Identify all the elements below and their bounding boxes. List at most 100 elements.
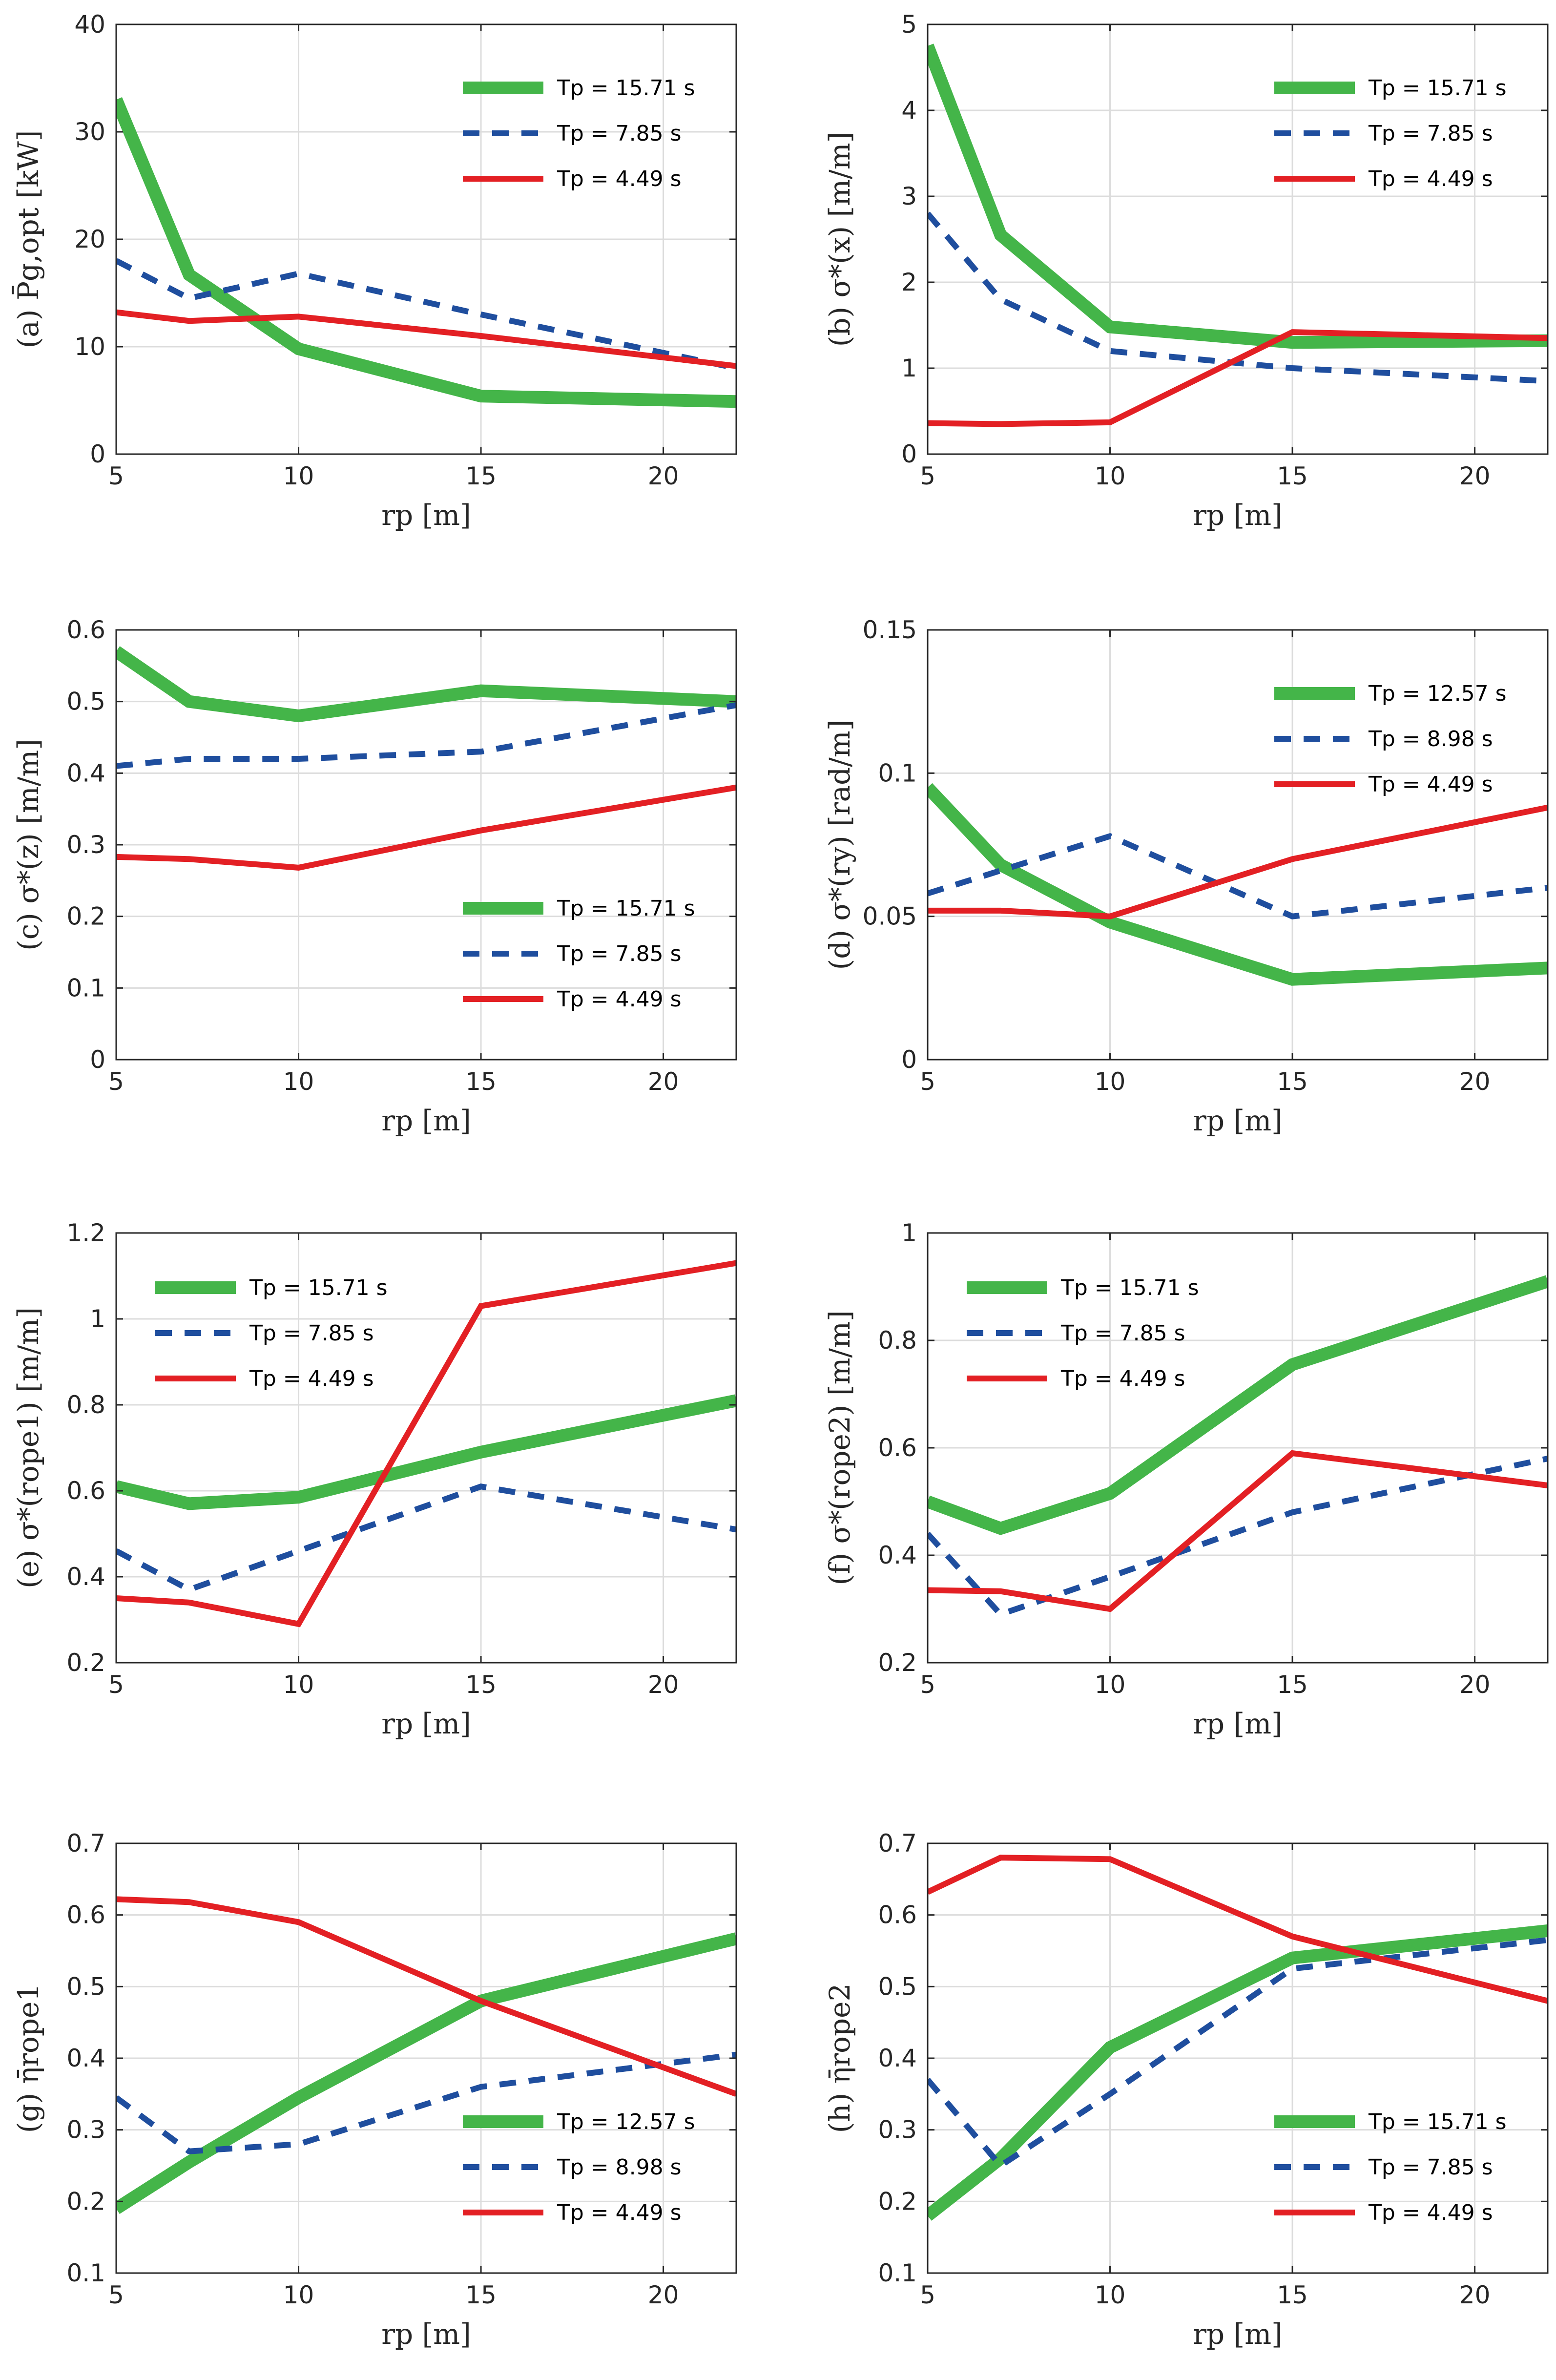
x-tick-label: 20 <box>648 1670 679 1699</box>
y-tick-label: 2 <box>901 268 917 296</box>
y-axis-label: (b) σ*(x) [m/m] <box>823 132 856 347</box>
series-line-tp-15-71 <box>116 1394 736 1510</box>
y-tick-label: 0.6 <box>878 1901 917 1929</box>
y-tick-label: 0.7 <box>66 1829 105 1858</box>
x-tick-label: 10 <box>1095 1670 1126 1699</box>
legend-entry: Tp = 7.85 s <box>1368 2155 1493 2180</box>
y-tick-label: 0.6 <box>66 1901 105 1929</box>
series-line-tp-15-71 <box>928 1275 1548 1535</box>
y-tick-label: 0.6 <box>66 616 105 644</box>
legend-entry: Tp = 4.49 s <box>1060 1366 1185 1391</box>
x-tick-label: 20 <box>1459 462 1491 490</box>
panel-g: 5 10 15 20 0.1 0.2 0.3 0.4 0.5 0.6 0.7 rp [m] (g) η̄… <box>12 1829 737 2351</box>
legend: Tp = 12.57 s Tp = 8.98 s Tp = 4.49 s <box>1274 681 1507 797</box>
y-tick-label: 0.5 <box>66 1972 105 2001</box>
y-tick-label: 1 <box>90 1305 105 1333</box>
series-line-tp-4-49 <box>116 1260 736 1628</box>
series-line-tp-15-71 <box>116 646 736 723</box>
series-line-tp-15-71 <box>928 43 1548 349</box>
x-axis-label: rp [m] <box>381 1707 471 1740</box>
y-tick-label: 40 <box>74 10 105 39</box>
series-line-tp-8-98 <box>928 833 1548 919</box>
series-group <box>116 1260 736 1628</box>
legend: Tp = 15.71 s Tp = 7.85 s Tp = 4.49 s <box>463 896 695 1012</box>
legend: Tp = 15.71 s Tp = 7.85 s Tp = 4.49 s <box>1274 76 1507 191</box>
y-tick-label: 0.6 <box>878 1434 917 1462</box>
series-line-tp-4-49 <box>928 1855 1548 2004</box>
y-tick-label: 0 <box>90 440 105 468</box>
legend-entry: Tp = 4.49 s <box>1368 167 1493 191</box>
legend-entry: Tp = 4.49 s <box>249 1366 374 1391</box>
y-tick-label: 0.1 <box>878 2259 917 2287</box>
y-axis-label: (e) σ*(rope1) [m/m] <box>12 1307 45 1588</box>
y-tick-label: 0.4 <box>66 2044 105 2072</box>
legend: Tp = 15.71 s Tp = 7.85 s Tp = 4.49 s <box>463 76 695 191</box>
y-tick-label: 1.2 <box>66 1219 105 1247</box>
x-tick-label: 5 <box>920 1067 935 1096</box>
series-line-tp-7-85 <box>116 1483 736 1593</box>
y-tick-label: 0.8 <box>878 1326 917 1355</box>
y-axis-label: (d) σ*(ry) [rad/m] <box>823 720 856 970</box>
x-tick-label: 10 <box>283 2281 314 2309</box>
panel-c: 5 10 15 20 0 0.1 0.2 0.3 0.4 0.5 0.6 rp [m] (c) σ*(z… <box>12 616 737 1137</box>
legend-entry: Tp = 4.49 s <box>1368 2200 1493 2225</box>
panel-d: 5 10 15 20 0 0.05 0.1 0.15 rp [m] (d) σ*(ry) [rad… <box>823 616 1549 1137</box>
series-group <box>928 1855 1548 2221</box>
x-axis-label: rp [m] <box>1193 2317 1283 2351</box>
series-line-tp-4-49 <box>116 784 736 871</box>
y-tick-label: 0.5 <box>878 1972 917 2001</box>
legend-entry: Tp = 7.85 s <box>1060 1321 1185 1346</box>
x-tick-label: 5 <box>920 1670 935 1699</box>
series-group <box>928 1275 1548 1618</box>
series-group <box>928 43 1548 427</box>
panel-e: 5 10 15 20 0.2 0.4 0.6 0.8 1 1.2 rp [m] (e) σ*(rope… <box>12 1219 737 1740</box>
legend: Tp = 15.71 s Tp = 7.85 s Tp = 4.49 s <box>967 1275 1199 1391</box>
y-tick-label: 4 <box>901 96 917 125</box>
x-axis-label: rp [m] <box>381 2317 471 2351</box>
y-tick-label: 0.4 <box>878 2044 917 2072</box>
legend-entry: Tp = 4.49 s <box>557 2200 682 2225</box>
x-axis-label: rp [m] <box>1193 499 1283 532</box>
series-line-tp-4-49 <box>116 309 736 369</box>
y-axis-label: (c) σ*(z) [m/m] <box>12 739 45 951</box>
y-tick-label: 3 <box>901 182 917 210</box>
panel-f: 5 10 15 20 0.2 0.4 0.6 0.8 1 rp [m] (f) σ*(rope2) … <box>823 1219 1549 1740</box>
legend: Tp = 15.71 s Tp = 7.85 s Tp = 4.49 s <box>155 1275 388 1391</box>
y-tick-label: 0.8 <box>66 1391 105 1419</box>
legend-entry: Tp = 7.85 s <box>249 1321 374 1346</box>
axes-box <box>115 1232 737 1664</box>
x-tick-label: 15 <box>465 462 497 490</box>
legend-entry: Tp = 15.71 s <box>557 76 695 101</box>
legend-entry: Tp = 15.71 s <box>249 1275 388 1300</box>
x-tick-label: 10 <box>283 1067 314 1096</box>
y-tick-label: 0 <box>90 1045 105 1074</box>
legend-entry: Tp = 4.49 s <box>557 987 682 1012</box>
legend: Tp = 15.71 s Tp = 7.85 s Tp = 4.49 s <box>1274 2109 1507 2225</box>
y-tick-label: 0.2 <box>878 2187 917 2215</box>
y-tick-label: 0.2 <box>878 1649 917 1677</box>
x-axis-label: rp [m] <box>381 499 471 532</box>
x-tick-label: 20 <box>1459 1067 1491 1096</box>
x-tick-label: 5 <box>108 1067 124 1096</box>
legend-entry: Tp = 12.57 s <box>1368 681 1507 706</box>
series-line-tp-4-49 <box>928 329 1548 427</box>
x-tick-label: 15 <box>1277 1067 1308 1096</box>
x-tick-label: 5 <box>920 462 935 490</box>
legend: Tp = 12.57 s Tp = 8.98 s Tp = 4.49 s <box>463 2109 695 2225</box>
x-tick-label: 10 <box>1095 1067 1126 1096</box>
series-group <box>928 783 1548 986</box>
series-line-tp-7-85 <box>928 211 1548 384</box>
series-line-tp-7-85 <box>928 1456 1548 1618</box>
plot-area <box>928 630 1548 1060</box>
y-tick-label: 5 <box>901 10 917 39</box>
y-tick-label: 0.2 <box>66 902 105 931</box>
series-line-tp-15-71 <box>928 1924 1548 2221</box>
x-tick-label: 10 <box>1095 462 1126 490</box>
series-line-tp-4-49 <box>116 1896 736 2097</box>
x-tick-label: 20 <box>648 462 679 490</box>
legend-entry: Tp = 15.71 s <box>1368 2109 1507 2134</box>
x-axis-label: rp [m] <box>381 1104 471 1137</box>
y-tick-label: 0.5 <box>66 688 105 716</box>
x-tick-label: 10 <box>283 462 314 490</box>
